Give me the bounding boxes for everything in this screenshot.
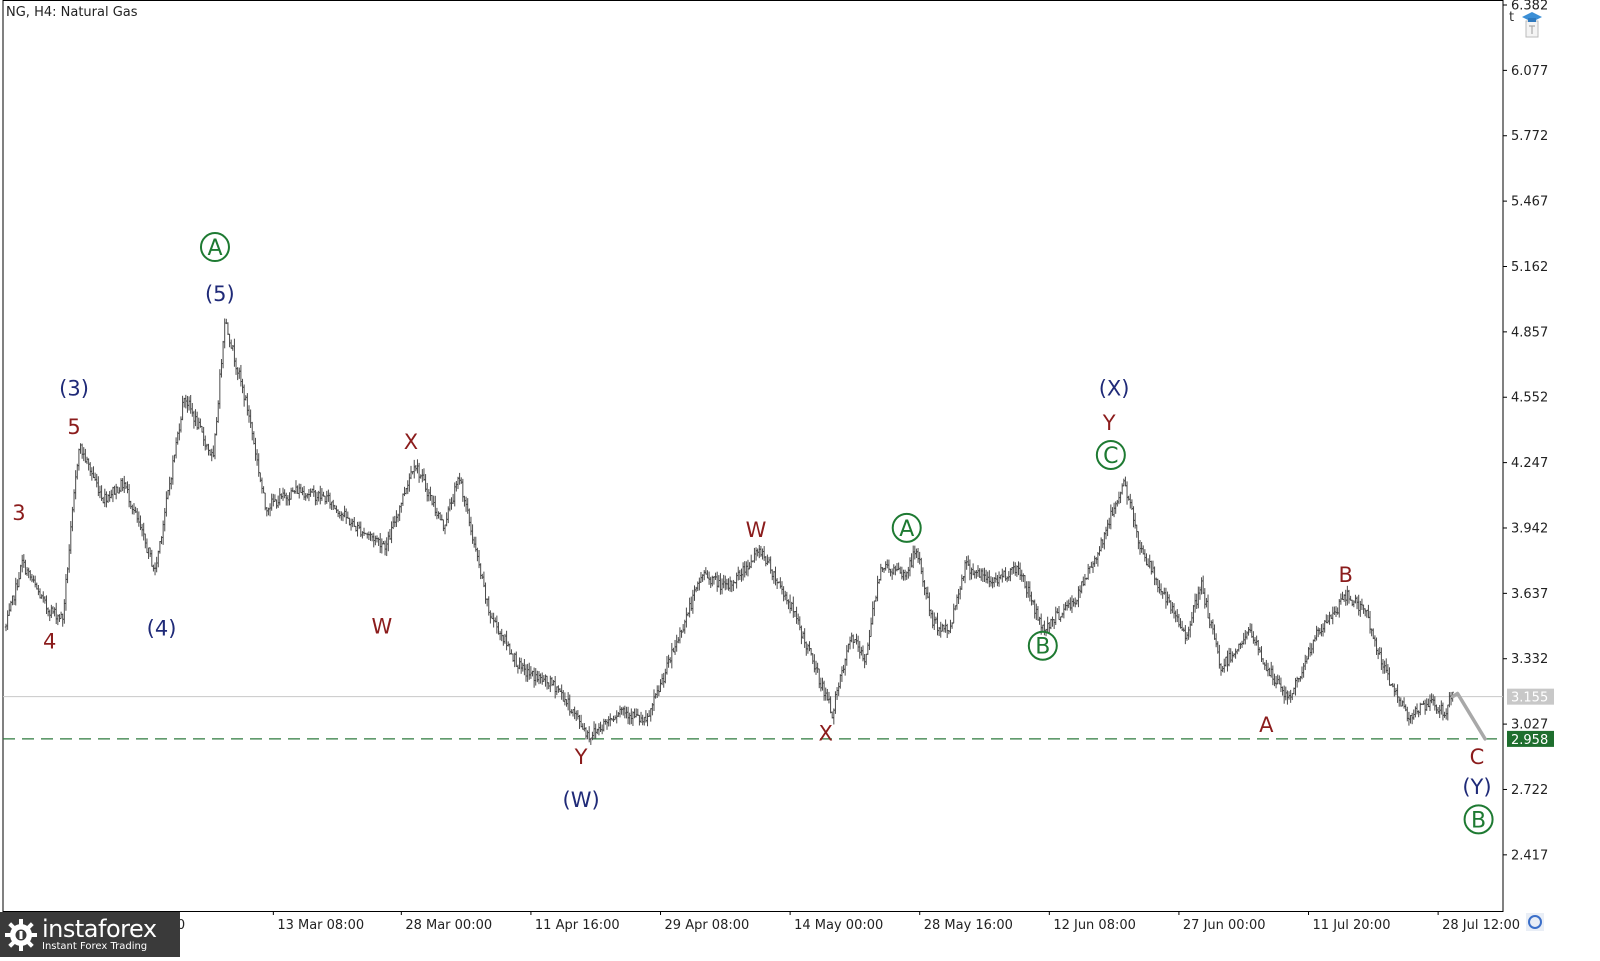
svg-text:W: W xyxy=(746,518,767,542)
y-tick-label: 5.467 xyxy=(1511,195,1548,210)
wave-label: (Y) xyxy=(1462,775,1491,799)
y-tick-label: 3.027 xyxy=(1511,718,1548,733)
svg-text:(5): (5) xyxy=(205,282,235,306)
y-tick-label: 6.077 xyxy=(1511,64,1548,79)
wave-label: X xyxy=(819,722,833,746)
x-tick-label: 12 Jun 08:00 xyxy=(1053,918,1136,933)
svg-text:C: C xyxy=(1103,444,1118,469)
x-tick-label: 11 Apr 16:00 xyxy=(535,918,620,933)
y-tick-label: 3.942 xyxy=(1511,521,1548,536)
wave-label: (3) xyxy=(59,377,89,401)
svg-text:(X): (X) xyxy=(1099,377,1130,401)
wave-label: Y xyxy=(1102,411,1116,435)
svg-text:A: A xyxy=(1259,713,1274,737)
plot-frame xyxy=(2,0,1504,912)
forecast-path xyxy=(1450,691,1487,741)
svg-text:(3): (3) xyxy=(59,377,89,401)
svg-text:B: B xyxy=(1339,563,1353,587)
x-tick-label: 27 Jun 00:00 xyxy=(1183,918,1266,933)
brand-name: instaforex xyxy=(42,915,157,943)
chart-title: NG, H4: Natural Gas xyxy=(6,5,138,20)
wave-label: C xyxy=(1095,439,1126,470)
wave-label: W xyxy=(746,518,767,542)
svg-text:(W): (W) xyxy=(563,788,600,812)
wave-label: Y xyxy=(574,745,588,769)
svg-text:Y: Y xyxy=(574,745,588,769)
svg-text:B: B xyxy=(1035,635,1050,660)
candles-group xyxy=(4,318,1454,745)
x-tick-label: 28 Jul 12:00 xyxy=(1442,918,1520,933)
svg-text:B: B xyxy=(1471,808,1486,833)
y-tick-label: 3.332 xyxy=(1511,652,1548,667)
y-tick-label: 4.552 xyxy=(1511,391,1548,406)
svg-text:X: X xyxy=(404,430,418,454)
wave-label: C xyxy=(1470,745,1485,769)
svg-text:A: A xyxy=(899,517,914,542)
wave-label: W xyxy=(371,614,392,638)
x-tick-label: 14 May 00:00 xyxy=(794,918,883,933)
wave-label: 4 xyxy=(43,629,56,653)
wave-label: A xyxy=(1259,713,1274,737)
gear-logo-icon xyxy=(5,918,37,951)
wave-label: (4) xyxy=(147,617,177,641)
svg-text:4: 4 xyxy=(43,629,56,653)
x-tick-label: 13 Mar 08:00 xyxy=(277,918,364,933)
wave-label: 5 xyxy=(67,415,80,439)
y-tick-label: 6.382 xyxy=(1511,0,1548,14)
y-tick-label: 2.417 xyxy=(1511,848,1548,863)
academy-cap-icon[interactable] xyxy=(1521,10,1543,40)
wave-label: (W) xyxy=(563,788,600,812)
y-tick-label: 5.162 xyxy=(1511,260,1548,275)
wave-label: X xyxy=(404,430,418,454)
wave-label: B xyxy=(1027,630,1058,661)
svg-text:3.155: 3.155 xyxy=(1511,691,1548,706)
y-tick-label: 3.637 xyxy=(1511,587,1548,602)
corner-letter: t xyxy=(1509,10,1515,25)
wave-label: B xyxy=(1339,563,1353,587)
y-tick-label: 4.857 xyxy=(1511,325,1548,340)
instaforex-logo: instaforex Instant Forex Trading xyxy=(0,912,180,957)
wave-label: (5) xyxy=(205,282,235,306)
svg-text:(4): (4) xyxy=(147,617,177,641)
svg-text:C: C xyxy=(1470,745,1485,769)
x-tick-label: 11 Jul 20:00 xyxy=(1313,918,1391,933)
wave-label: 3 xyxy=(12,501,25,525)
svg-text:W: W xyxy=(371,614,392,638)
svg-text:A: A xyxy=(207,236,222,261)
svg-text:2.958: 2.958 xyxy=(1511,733,1548,748)
current-price-label: 3.155 xyxy=(1507,688,1554,706)
y-tick-label: 4.247 xyxy=(1511,456,1548,471)
y-tick-label: 5.772 xyxy=(1511,129,1548,144)
wave-label: A xyxy=(891,512,922,543)
y-tick-label: 2.722 xyxy=(1511,783,1548,798)
settings-circle-icon[interactable] xyxy=(1526,913,1544,931)
svg-text:X: X xyxy=(819,722,833,746)
wave-label: A xyxy=(199,232,230,263)
svg-text:5: 5 xyxy=(67,415,80,439)
wave-label: (X) xyxy=(1099,377,1130,401)
x-tick-label: 29 Apr 08:00 xyxy=(665,918,750,933)
svg-text:(Y): (Y) xyxy=(1462,775,1491,799)
x-tick-label: 28 May 16:00 xyxy=(924,918,1013,933)
svg-text:3: 3 xyxy=(12,501,25,525)
brand-tagline: Instant Forex Trading xyxy=(42,941,148,952)
support-price-label: 2.958 xyxy=(1507,730,1554,748)
svg-text:Y: Y xyxy=(1102,411,1116,435)
x-tick-label: 28 Mar 00:00 xyxy=(405,918,492,933)
wave-label: B xyxy=(1463,804,1494,835)
